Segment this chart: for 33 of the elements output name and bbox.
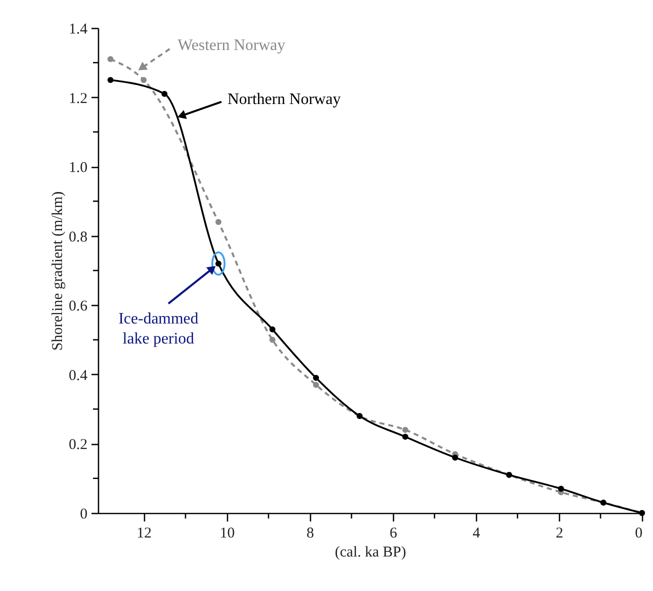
legend-label: Northern Norway bbox=[227, 90, 341, 108]
point bbox=[402, 434, 408, 440]
point bbox=[269, 326, 276, 332]
y-tick-label: 0.2 bbox=[68, 437, 88, 454]
point bbox=[452, 454, 458, 461]
y-axis-title: Shoreline gradient (m/km) bbox=[50, 191, 66, 351]
point bbox=[313, 382, 320, 388]
point bbox=[140, 76, 147, 83]
y-tick-label: 1.2 bbox=[68, 90, 88, 107]
y-tick-label: 0.6 bbox=[68, 298, 88, 315]
x-axis-title: (cal. ka BP) bbox=[334, 544, 406, 560]
x-tick-label: 8 bbox=[306, 526, 314, 542]
y-tick-label: 1.0 bbox=[68, 160, 88, 176]
x-tick-label: 2 bbox=[556, 526, 564, 542]
annotation: Ice-dammed lake period bbox=[118, 310, 198, 348]
y-tick-label: 0.8 bbox=[68, 229, 88, 246]
point bbox=[558, 486, 564, 492]
point bbox=[107, 56, 114, 62]
x-tick-label: 4 bbox=[472, 526, 481, 542]
point bbox=[215, 219, 222, 225]
point bbox=[269, 336, 276, 343]
x-tick-label: 6 bbox=[390, 526, 398, 542]
x-tick-label: 10 bbox=[220, 526, 235, 542]
y-tick-label: 0.4 bbox=[68, 368, 88, 384]
point bbox=[107, 76, 114, 83]
x-tick-label: 0 bbox=[635, 526, 642, 542]
point bbox=[402, 426, 408, 433]
y-tick-label: 0 bbox=[80, 506, 88, 522]
text: Western Norway bbox=[178, 36, 286, 54]
x-tick-label: 12 bbox=[136, 526, 152, 542]
y-tick-label: 1.4 bbox=[68, 22, 88, 38]
point bbox=[161, 90, 168, 97]
point bbox=[313, 374, 320, 381]
